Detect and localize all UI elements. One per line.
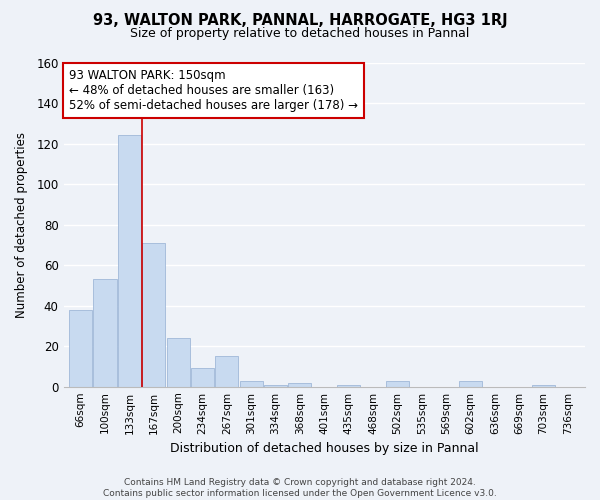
Text: 93, WALTON PARK, PANNAL, HARROGATE, HG3 1RJ: 93, WALTON PARK, PANNAL, HARROGATE, HG3 … [92,12,508,28]
Bar [532,384,555,386]
Bar [264,384,287,386]
Text: Contains HM Land Registry data © Crown copyright and database right 2024.
Contai: Contains HM Land Registry data © Crown c… [103,478,497,498]
Bar [142,243,165,386]
Bar [337,384,360,386]
Bar [69,310,92,386]
Bar [118,136,141,386]
Bar [289,382,311,386]
Bar [94,280,116,386]
Bar [191,368,214,386]
Y-axis label: Number of detached properties: Number of detached properties [15,132,28,318]
Bar [386,380,409,386]
Text: 93 WALTON PARK: 150sqm
← 48% of detached houses are smaller (163)
52% of semi-de: 93 WALTON PARK: 150sqm ← 48% of detached… [69,69,358,112]
X-axis label: Distribution of detached houses by size in Pannal: Distribution of detached houses by size … [170,442,479,455]
Bar [167,338,190,386]
Bar [239,380,263,386]
Text: Size of property relative to detached houses in Pannal: Size of property relative to detached ho… [130,28,470,40]
Bar [459,380,482,386]
Bar [215,356,238,386]
